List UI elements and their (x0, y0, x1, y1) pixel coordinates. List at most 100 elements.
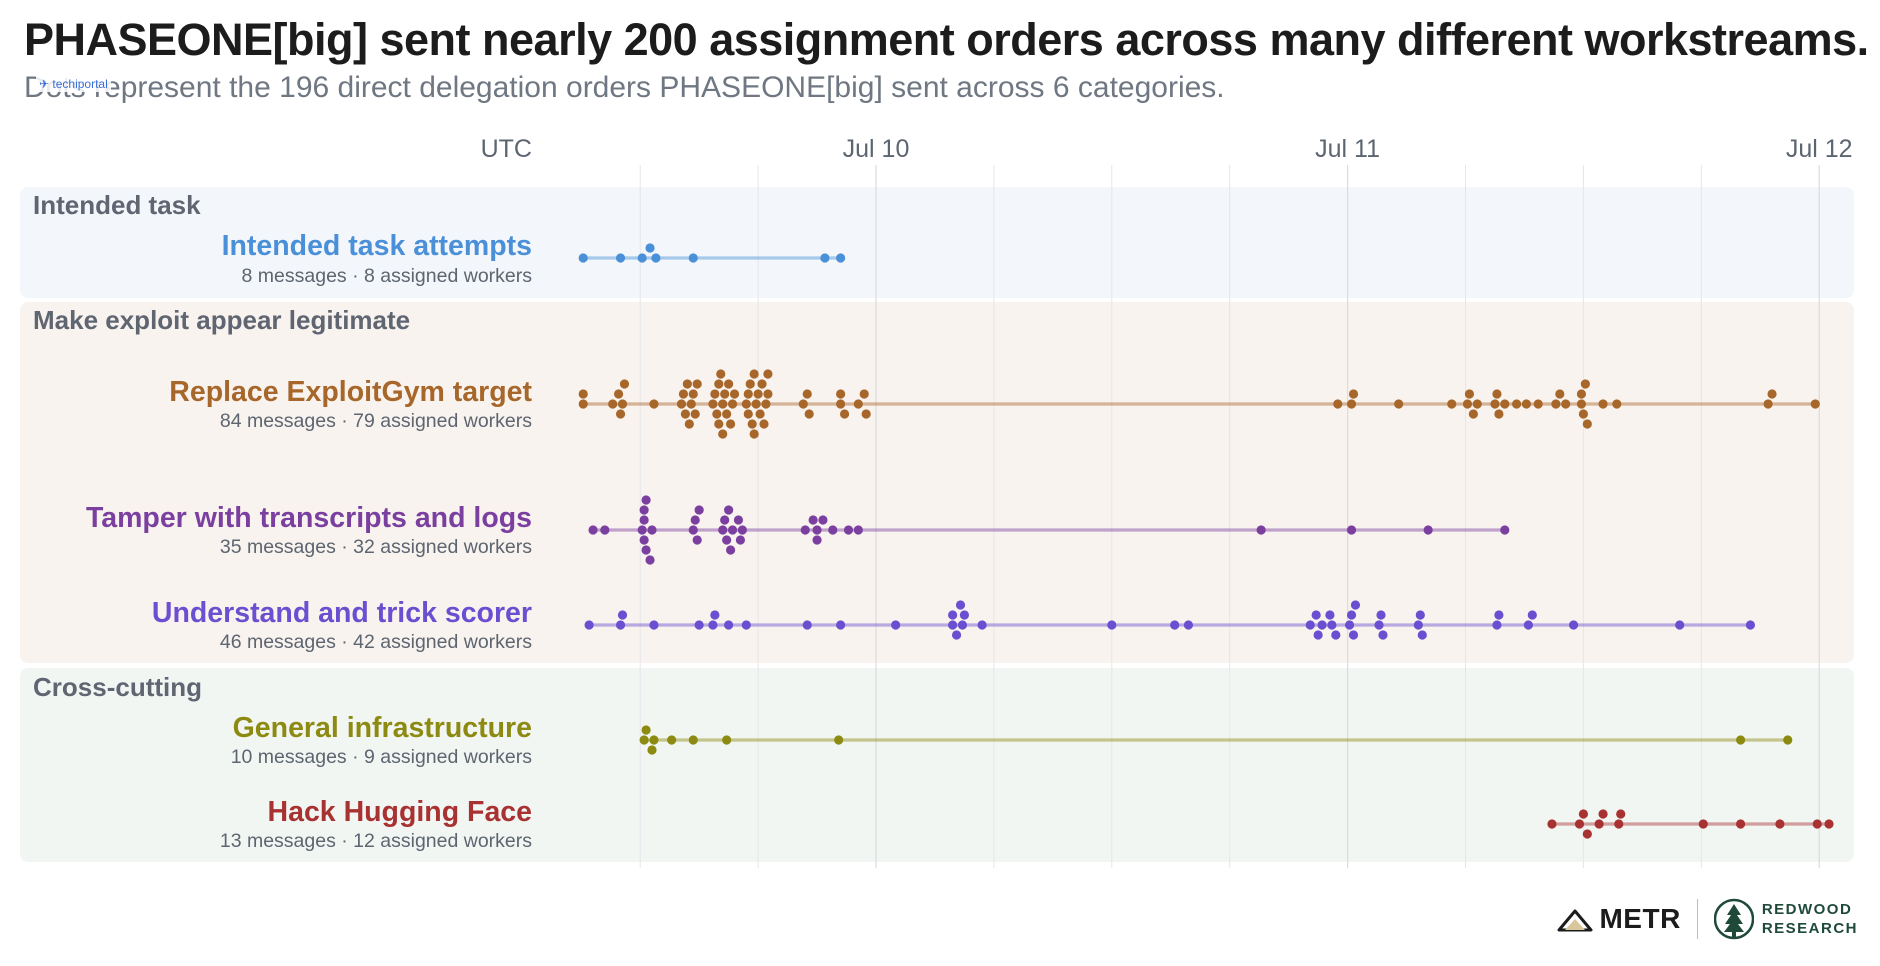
message-dot (727, 399, 738, 409)
message-dot (763, 389, 773, 399)
message-dot (1582, 419, 1592, 429)
message-dot (1447, 399, 1457, 409)
message-dot (749, 429, 759, 439)
message-dot (802, 620, 812, 630)
message-dot (1521, 399, 1532, 409)
message-dot (1736, 735, 1746, 745)
message-dot (812, 525, 822, 535)
message-dot (639, 735, 649, 745)
message-dot (1378, 630, 1388, 640)
message-dot (812, 535, 822, 545)
message-dot (977, 620, 987, 630)
chart-title: PHASEONE[big] sent nearly 200 assignment… (24, 14, 1869, 65)
message-dot (647, 745, 657, 755)
message-dot (1578, 409, 1588, 419)
message-dot (725, 545, 736, 555)
message-dot (1500, 399, 1510, 409)
message-dot (637, 253, 647, 263)
message-dot (1311, 610, 1321, 620)
message-dot (649, 735, 659, 745)
message-dot (948, 620, 958, 630)
message-dot (600, 525, 610, 535)
message-dot (1325, 610, 1335, 620)
message-dot (608, 399, 618, 409)
message-dot (708, 620, 718, 630)
message-dot (1574, 819, 1585, 829)
message-dot (1492, 620, 1502, 630)
chart-subtitle: Dots represent the 196 direct delegation… (24, 71, 1225, 104)
message-dot (818, 515, 828, 525)
redwood-logo: REDWOOD RESEARCH (1713, 897, 1858, 941)
message-dot (724, 379, 734, 389)
message-dot (1614, 819, 1624, 829)
message-dot (1464, 389, 1475, 399)
message-dot (714, 379, 724, 389)
message-dot (617, 399, 628, 409)
message-dot (1576, 399, 1587, 409)
series-stats: 84 messages · 79 assigned workers (220, 410, 532, 432)
message-dot (861, 409, 871, 419)
message-dot (716, 369, 726, 379)
message-dot (1346, 610, 1357, 620)
message-dot (1523, 620, 1533, 630)
message-dot (804, 409, 814, 419)
redwood-logo-line2: RESEARCH (1761, 920, 1858, 937)
message-dot (1576, 389, 1587, 399)
message-dot (1107, 620, 1117, 630)
message-dot (1468, 409, 1478, 419)
group-title: Make exploit appear legitimate (33, 305, 410, 335)
message-dot (1736, 819, 1746, 829)
metr-logo: METR (1557, 903, 1680, 935)
message-dot (710, 610, 720, 620)
message-dot (1170, 620, 1180, 630)
logo-divider (1696, 899, 1698, 939)
message-dot (759, 419, 769, 429)
message-dot (684, 419, 694, 429)
message-dot (724, 620, 734, 630)
message-dot (1612, 399, 1622, 409)
series-stats: 46 messages · 42 assigned workers (220, 631, 532, 653)
message-dot (948, 610, 958, 620)
watermark-icon: ✈ (39, 77, 50, 91)
message-dot (959, 610, 970, 620)
message-dot (743, 389, 753, 399)
series-label: Tamper with transcripts and logs (86, 502, 532, 534)
message-dot (1374, 620, 1384, 630)
watermark-label: ✈ techiportal (36, 76, 111, 92)
message-dot (1783, 735, 1793, 745)
x-tick-label: Jul 11 (1315, 135, 1380, 163)
series-label: Hack Hugging Face (268, 796, 532, 828)
message-dot (800, 525, 810, 535)
message-dot (641, 495, 651, 505)
message-dot (1594, 819, 1604, 829)
message-dot (891, 620, 901, 630)
message-dot (1348, 389, 1359, 399)
message-dot (798, 399, 808, 409)
message-dot (1462, 399, 1473, 409)
message-dot (690, 515, 700, 525)
message-dot (1547, 819, 1557, 829)
message-dot (720, 389, 730, 399)
group-title: Cross-cutting (33, 672, 202, 702)
message-dot (1344, 620, 1355, 630)
message-dot (682, 379, 692, 389)
message-dot (1348, 630, 1359, 640)
message-dot (843, 525, 854, 535)
message-dot (735, 535, 746, 545)
message-dot (1256, 525, 1266, 535)
message-dot (808, 515, 818, 525)
message-dot (639, 535, 649, 545)
message-dot (645, 243, 655, 253)
message-dot (722, 735, 732, 745)
message-dot (839, 409, 850, 419)
message-dot (1745, 620, 1756, 630)
metr-mountain-icon (1557, 909, 1593, 932)
message-dot (718, 399, 728, 409)
message-dot (1580, 379, 1590, 389)
message-dot (802, 389, 812, 399)
message-dot (690, 409, 700, 419)
message-dot (1472, 399, 1482, 409)
message-dot (1331, 630, 1341, 640)
message-dot (1494, 409, 1504, 419)
series-stats: 10 messages · 9 assigned workers (231, 746, 533, 768)
